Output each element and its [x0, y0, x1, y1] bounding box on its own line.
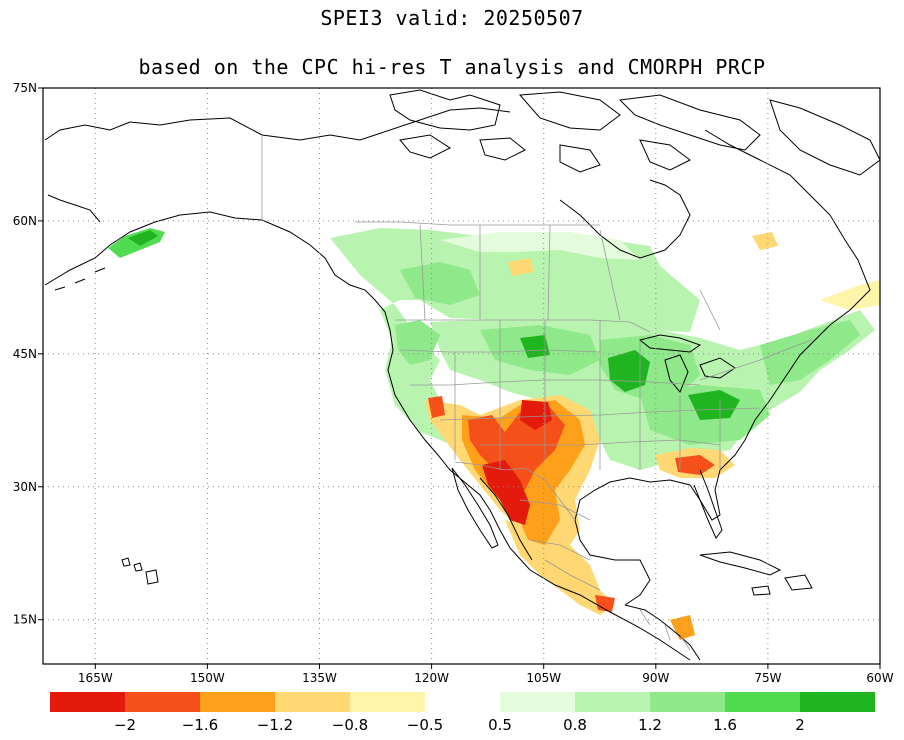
colorbar-box: [650, 692, 725, 712]
severe-dry-southeast: [675, 455, 715, 475]
colorbar-label: −0.8: [332, 716, 368, 734]
spei-shading: [108, 228, 880, 640]
grid-lines: [43, 88, 880, 664]
lat-tick-label: 30N: [13, 480, 37, 494]
colorbar-box: [800, 692, 875, 712]
wet-patch-northeast: [760, 320, 860, 385]
colorbar-label: 0.5: [488, 716, 512, 734]
colorbar-label: 1.6: [713, 716, 737, 734]
title-line-1: SPEI3 valid: 20250507: [320, 6, 584, 30]
lon-tick-label: 60W: [866, 671, 893, 685]
lon-tick-label: 135W: [302, 671, 337, 685]
lat-tick-label: 75N: [13, 81, 37, 95]
colorbar-box: [350, 692, 425, 712]
extreme-dry-core: [482, 460, 530, 525]
colorbar-box: [725, 692, 800, 712]
extreme-dry-texas: [520, 400, 552, 430]
lat-tick-label: 60N: [13, 214, 37, 228]
strong-wet-alaska: [128, 230, 158, 246]
lon-tick-label: 120W: [414, 671, 449, 685]
colorbar: [50, 692, 875, 712]
axis-ticks: [38, 87, 881, 669]
latitude-labels: 75N 60N 45N 30N 15N: [13, 81, 37, 627]
colorbar-label: 2: [795, 716, 805, 734]
lon-tick-label: 105W: [526, 671, 561, 685]
title-line-2: based on the CPC hi-res T analysis and C…: [138, 55, 766, 79]
colorbar-box: [575, 692, 650, 712]
strong-wet-ohio: [688, 390, 740, 420]
dry-patch-labrador: [752, 232, 778, 250]
colorbar-box: [275, 692, 350, 712]
lon-tick-label: 165W: [78, 671, 113, 685]
colorbar-label: −0.5: [407, 716, 443, 734]
colorbar-box: [425, 692, 500, 712]
colorbar-box: [50, 692, 125, 712]
colorbar-box: [500, 692, 575, 712]
borders: [261, 135, 813, 651]
strong-wet-dakotas: [520, 335, 550, 358]
lon-tick-label: 90W: [642, 671, 669, 685]
dry-patch-prairies: [508, 258, 534, 276]
dry-region-canada-east: [820, 280, 880, 310]
colorbar-label: −2: [114, 716, 136, 734]
lat-tick-label: 45N: [13, 347, 37, 361]
colorbar-label: 1.2: [638, 716, 662, 734]
colorbar-box: [125, 692, 200, 712]
colorbar-label: −1.6: [182, 716, 218, 734]
map-frame: [42, 87, 881, 665]
colorbar-box: [200, 692, 275, 712]
lon-tick-label: 150W: [190, 671, 225, 685]
severe-dry-mexico-south: [595, 595, 615, 612]
dry-region-mexico: [505, 520, 615, 615]
extreme-dry-nevada: [428, 396, 445, 418]
wet-patch-canada: [400, 262, 480, 305]
longitude-labels: 165W 150W 135W 120W 105W 90W 75W 60W: [78, 671, 894, 685]
colorbar-label: 0.8: [563, 716, 587, 734]
lat-tick-label: 15N: [13, 613, 37, 627]
colorbar-label: −1.2: [257, 716, 293, 734]
very-light-wet-band: [440, 232, 640, 260]
lon-tick-label: 75W: [754, 671, 781, 685]
moderate-dry-central-america: [670, 615, 695, 640]
colorbar-labels: −2 −1.6 −1.2 −0.8 −0.5 0.5 0.8 1.2 1.6 2: [114, 716, 805, 734]
